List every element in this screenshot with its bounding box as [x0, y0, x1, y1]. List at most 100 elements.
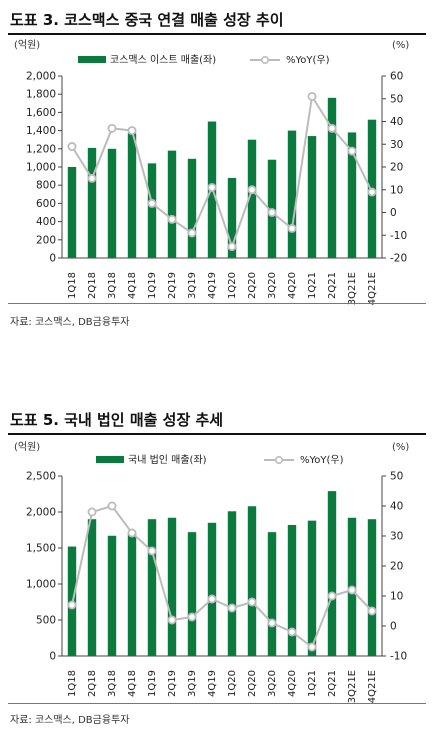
bar: [107, 535, 117, 656]
legend-bar-label: 국내 법인 매출(좌): [128, 454, 207, 466]
yoy-point: [87, 507, 97, 517]
x-tick-label: 3Q19: [187, 272, 198, 299]
left-tick-label: 400: [36, 216, 56, 228]
bar: [87, 519, 97, 656]
x-tick-label: 4Q20: [287, 272, 298, 299]
right-tick-label: 10: [390, 184, 403, 196]
right-tick-label: 40: [390, 501, 403, 513]
right-tick-label: -20: [390, 253, 407, 265]
bar: [147, 163, 157, 258]
legend-line-marker: [274, 455, 283, 464]
yoy-point: [347, 585, 357, 595]
left-tick-label: 1,500: [26, 543, 56, 555]
right-tick-label: 50: [390, 471, 403, 483]
bar: [247, 506, 257, 656]
x-tick-label: 3Q18: [107, 272, 118, 299]
yoy-point: [267, 618, 277, 628]
x-tick-label: 3Q19: [187, 670, 198, 697]
yoy-point: [327, 591, 337, 601]
right-tick-label: 10: [390, 591, 403, 603]
right-tick-label: 0: [390, 621, 397, 633]
yoy-point: [367, 606, 377, 616]
left-tick-label: 200: [36, 234, 56, 246]
legend-bar-swatch: [96, 456, 124, 463]
bar: [227, 511, 237, 656]
bar: [347, 132, 357, 258]
left-tick-label: 1,000: [26, 162, 56, 174]
yoy-line: [71, 93, 373, 250]
x-tick-label: 1Q20: [227, 272, 238, 299]
source-rule: [8, 303, 426, 304]
title-rule: [8, 33, 426, 35]
left-tick-label: 500: [36, 615, 56, 627]
yoy-point: [247, 597, 257, 607]
left-tick-label: 0: [49, 651, 56, 663]
left-tick-label: 1,800: [26, 89, 56, 101]
bar: [207, 522, 217, 656]
bar: [87, 147, 97, 258]
x-tick-label: 1Q18: [67, 670, 78, 697]
left-tick-label: 600: [36, 198, 56, 210]
bar: [267, 532, 277, 656]
bar: [287, 130, 297, 258]
x-tick-label: 3Q20: [267, 272, 278, 299]
yoy-point: [127, 528, 137, 538]
yoy-point: [87, 173, 97, 183]
yoy-point: [127, 126, 137, 136]
yoy-point: [307, 642, 317, 652]
left-tick-label: 2,500: [26, 471, 56, 483]
yoy-point: [327, 123, 337, 133]
chart-source: 자료: 코스맥스, DB금융투자: [10, 715, 130, 726]
yoy-point: [107, 501, 117, 511]
legend-line-label: %YoY(우): [286, 54, 330, 66]
bar: [167, 150, 177, 258]
x-tick-label: 1Q18: [67, 272, 78, 299]
right-tick-label: -10: [390, 230, 407, 242]
yoy-point: [67, 600, 77, 610]
yoy-point: [367, 187, 377, 197]
bar: [247, 139, 257, 258]
bar: [167, 517, 177, 656]
x-tick-label: 1Q19: [147, 272, 158, 299]
yoy-point: [207, 182, 217, 192]
x-tick-label: 4Q18: [127, 272, 138, 299]
x-tick-label: 4Q21E: [367, 272, 378, 305]
left-tick-label: 1,600: [26, 107, 56, 119]
legend-line-label: %YoY(우): [300, 454, 344, 466]
legend-bar-label: 코스맥스 이스트 매출(좌): [110, 54, 216, 66]
right-tick-label: 0: [390, 207, 397, 219]
bar: [307, 520, 317, 656]
left-tick-label: 2,000: [26, 507, 56, 519]
right-axis-unit: (%): [392, 40, 409, 51]
x-tick-label: 2Q19: [167, 670, 178, 697]
left-tick-label: 2,000: [26, 71, 56, 83]
x-tick-label: 4Q21E: [367, 670, 378, 703]
yoy-point: [187, 612, 197, 622]
left-axis-unit: (억원): [14, 441, 40, 453]
bar: [67, 167, 77, 258]
right-tick-label: 30: [390, 139, 403, 151]
yoy-point: [167, 615, 177, 625]
chart-title: 도표 3. 코스맥스 중국 연결 매출 성장 추이: [10, 11, 284, 29]
left-tick-label: 1,200: [26, 143, 56, 155]
yoy-point: [147, 198, 157, 208]
yoy-point: [227, 242, 237, 252]
x-tick-label: 2Q20: [247, 670, 258, 697]
bar: [127, 133, 137, 258]
source-rule: [8, 703, 426, 704]
x-tick-label: 2Q18: [87, 670, 98, 697]
yoy-point: [147, 546, 157, 556]
title-rule: [8, 433, 426, 435]
yoy-point: [267, 207, 277, 217]
yoy-point: [187, 228, 197, 238]
chart-title: 도표 5. 국내 법인 매출 성장 추세: [10, 411, 224, 429]
left-tick-label: 0: [49, 253, 56, 265]
x-tick-label: 2Q18: [87, 272, 98, 299]
yoy-point: [67, 142, 77, 152]
x-tick-label: 1Q20: [227, 670, 238, 697]
right-tick-label: -10: [390, 651, 407, 663]
bar: [227, 177, 237, 258]
x-tick-label: 4Q19: [207, 670, 218, 697]
bar: [147, 519, 157, 656]
